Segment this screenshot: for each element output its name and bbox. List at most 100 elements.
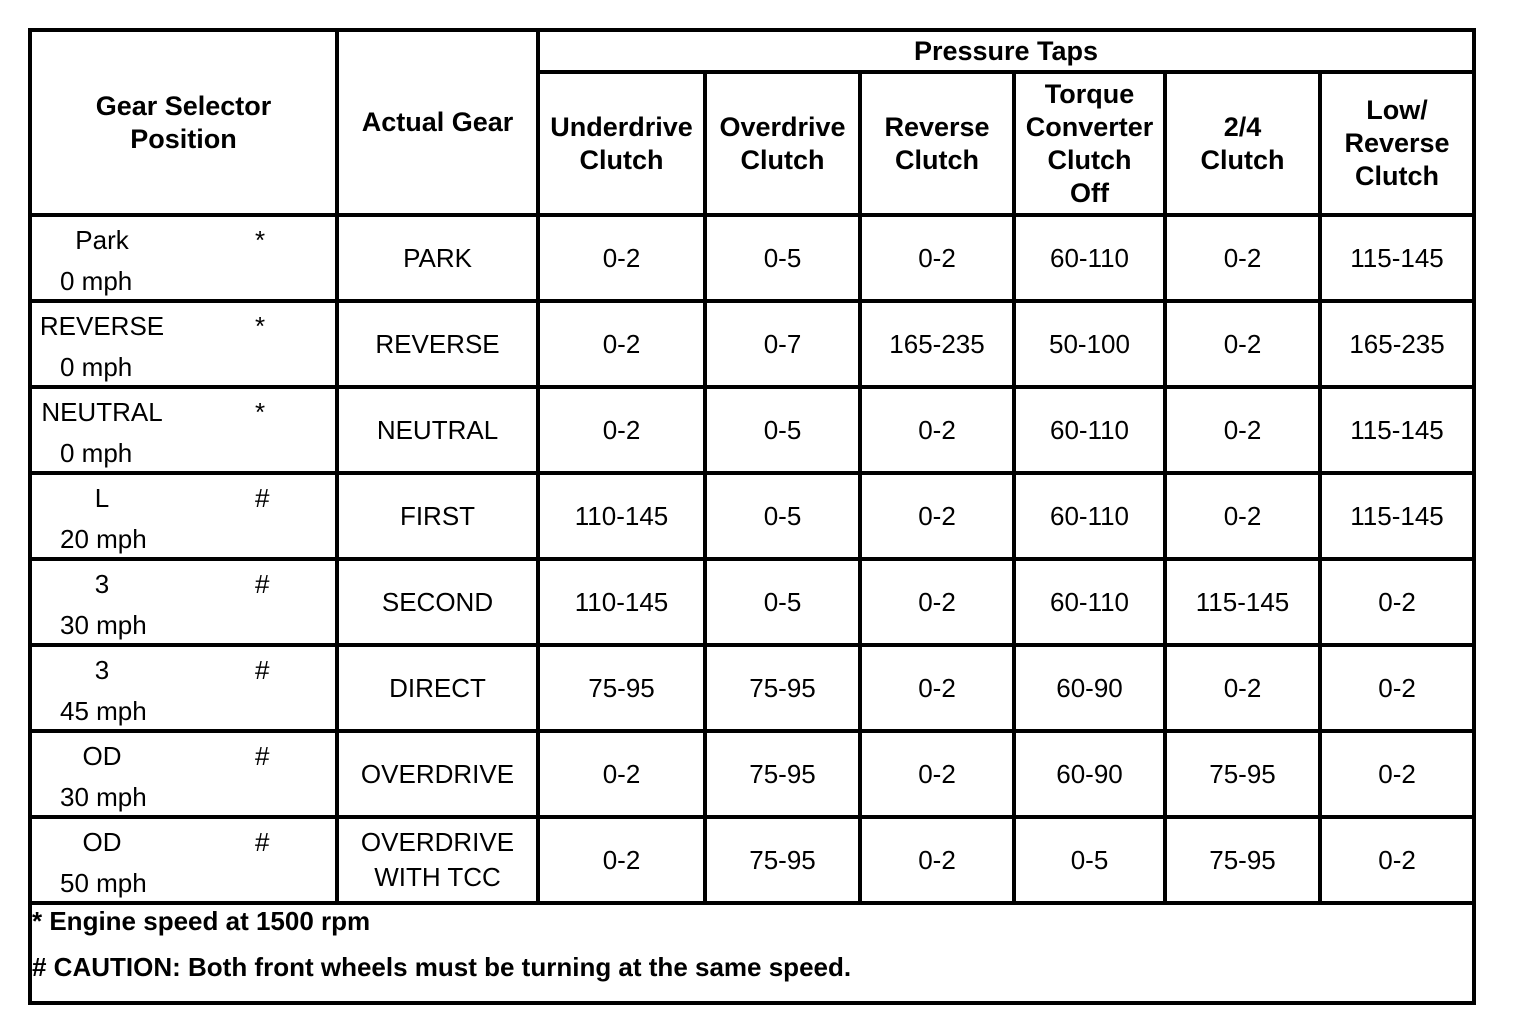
pressure-value-cell: 0-2 bbox=[1163, 471, 1322, 561]
pressure-value-cell: 115-145 bbox=[1317, 213, 1477, 303]
pressure-value-cell: 0-2 bbox=[536, 729, 707, 819]
pressure-value-cell: 75-95 bbox=[703, 729, 862, 819]
gear-selector-label: 3 bbox=[94, 569, 110, 599]
pressure-value-cell: 75-95 bbox=[1163, 729, 1322, 819]
pressure-value-cell: 75-95 bbox=[1163, 815, 1322, 905]
footnote-marker: * bbox=[255, 311, 266, 341]
footnote-marker: * bbox=[255, 225, 266, 255]
gear-selector-label: OD bbox=[82, 827, 122, 857]
actual-gear-cell: NEUTRAL bbox=[335, 385, 540, 475]
pressure-value-cell: 0-5 bbox=[703, 385, 862, 475]
header-low-reverse-clutch: Low/ Reverse Clutch bbox=[1317, 70, 1477, 217]
gear-selector-label: Park bbox=[75, 225, 129, 255]
test-speed-label: 30 mph bbox=[60, 782, 147, 812]
pressure-value-cell: 0-7 bbox=[703, 299, 862, 389]
pressure-value-cell: 60-90 bbox=[1012, 643, 1167, 733]
test-speed-label: 0 mph bbox=[60, 352, 133, 382]
gear-selector-cell: OD # 30 mph bbox=[28, 729, 339, 819]
footnote-marker: # bbox=[255, 569, 270, 599]
pressure-value-cell: 0-2 bbox=[858, 815, 1016, 905]
pressure-value-cell: 0-2 bbox=[536, 299, 707, 389]
header-reverse-clutch: Reverse Clutch bbox=[858, 70, 1016, 217]
pressure-value-cell: 0-2 bbox=[858, 729, 1016, 819]
pressure-value-cell: 75-95 bbox=[536, 643, 707, 733]
pressure-value-cell: 115-145 bbox=[1317, 385, 1477, 475]
header-2-4-clutch: 2/4 Clutch bbox=[1163, 70, 1322, 217]
table-header: Gear Selector Position Actual Gear Press… bbox=[28, 28, 1477, 217]
test-speed-label: 30 mph bbox=[60, 610, 147, 640]
actual-gear-cell: FIRST bbox=[335, 471, 540, 561]
pressure-value-cell: 115-145 bbox=[1163, 557, 1322, 647]
pressure-value-cell: 0-2 bbox=[858, 557, 1016, 647]
pressure-value-cell: 110-145 bbox=[536, 557, 707, 647]
gear-selector-cell: OD # 50 mph bbox=[28, 815, 339, 905]
gear-selector-cell: NEUTRAL * 0 mph bbox=[28, 385, 339, 475]
pressure-value-cell: 0-5 bbox=[703, 213, 862, 303]
note-caution: # CAUTION: Both front wheels must be tur… bbox=[32, 952, 852, 982]
table-row-park: Park * 0 mph PARK 0-2 0-5 0-2 60-110 0-2… bbox=[28, 213, 1477, 303]
table-row-overdrive-tcc: OD # 50 mph OVERDRIVE WITH TCC 0-2 75-95… bbox=[28, 815, 1477, 905]
pressure-value-cell: 165-235 bbox=[1317, 299, 1477, 389]
pressure-value-cell: 0-2 bbox=[536, 213, 707, 303]
header-pressure-taps: Pressure Taps bbox=[535, 28, 1477, 74]
pressure-value-cell: 0-2 bbox=[1317, 815, 1477, 905]
pressure-value-cell: 0-2 bbox=[1317, 729, 1477, 819]
test-speed-label: 45 mph bbox=[60, 696, 147, 726]
actual-gear-cell: PARK bbox=[335, 213, 540, 303]
table-row-overdrive: OD # 30 mph OVERDRIVE 0-2 75-95 0-2 60-9… bbox=[28, 729, 1477, 819]
gear-selector-cell: 3 # 30 mph bbox=[28, 557, 339, 647]
pressure-value-cell: 0-2 bbox=[536, 815, 707, 905]
pressure-value-cell: 0-2 bbox=[858, 213, 1016, 303]
gear-selector-label: L bbox=[94, 483, 110, 513]
test-speed-label: 0 mph bbox=[60, 266, 133, 296]
table-body: Park * 0 mph PARK 0-2 0-5 0-2 60-110 0-2… bbox=[28, 213, 1477, 905]
pressure-taps-table: Gear Selector Position Actual Gear Press… bbox=[27, 28, 1477, 1005]
pressure-value-cell: 115-145 bbox=[1317, 471, 1477, 561]
table-row-first: L # 20 mph FIRST 110-145 0-5 0-2 60-110 … bbox=[28, 471, 1477, 561]
footnote-marker: * bbox=[255, 397, 266, 427]
table-row-second: 3 # 30 mph SECOND 110-145 0-5 0-2 60-110… bbox=[28, 557, 1477, 647]
table-row-reverse: REVERSE * 0 mph REVERSE 0-2 0-7 165-235 … bbox=[28, 299, 1477, 389]
actual-gear-cell: SECOND bbox=[335, 557, 540, 647]
note-engine-speed: * Engine speed at 1500 rpm bbox=[32, 906, 371, 936]
test-speed-label: 0 mph bbox=[60, 438, 133, 468]
pressure-value-cell: 0-2 bbox=[536, 385, 707, 475]
pressure-value-cell: 0-2 bbox=[1163, 213, 1322, 303]
gear-selector-label: OD bbox=[82, 741, 122, 771]
pressure-value-cell: 0-5 bbox=[703, 471, 862, 561]
header-torque-converter-clutch-off: Torque Converter Clutch Off bbox=[1012, 70, 1167, 217]
header-overdrive-clutch: Overdrive Clutch bbox=[703, 70, 862, 217]
footnote-marker: # bbox=[255, 655, 270, 685]
pressure-value-cell: 0-2 bbox=[858, 471, 1016, 561]
gear-selector-cell: 3 # 45 mph bbox=[28, 643, 339, 733]
table-row-direct: 3 # 45 mph DIRECT 75-95 75-95 0-2 60-90 … bbox=[28, 643, 1477, 733]
actual-gear-cell: REVERSE bbox=[335, 299, 540, 389]
pressure-value-cell: 60-110 bbox=[1012, 557, 1167, 647]
pressure-value-cell: 165-235 bbox=[858, 299, 1016, 389]
gear-selector-label: NEUTRAL bbox=[41, 397, 163, 427]
pressure-value-cell: 0-2 bbox=[1163, 643, 1322, 733]
pressure-value-cell: 75-95 bbox=[703, 815, 862, 905]
pressure-value-cell: 0-2 bbox=[1317, 557, 1477, 647]
pressure-value-cell: 60-110 bbox=[1012, 213, 1167, 303]
pressure-value-cell: 0-2 bbox=[1163, 299, 1322, 389]
pressure-value-cell: 110-145 bbox=[536, 471, 707, 561]
pressure-value-cell: 0-2 bbox=[858, 385, 1016, 475]
pressure-value-cell: 0-5 bbox=[1012, 815, 1167, 905]
pressure-value-cell: 75-95 bbox=[703, 643, 862, 733]
actual-gear-cell: OVERDRIVE WITH TCC bbox=[335, 815, 540, 905]
gear-selector-cell: REVERSE * 0 mph bbox=[28, 299, 339, 389]
pressure-value-cell: 0-2 bbox=[1317, 643, 1477, 733]
gear-selector-cell: L # 20 mph bbox=[28, 471, 339, 561]
header-actual-gear: Actual Gear bbox=[335, 28, 540, 217]
pressure-value-cell: 50-100 bbox=[1012, 299, 1167, 389]
test-speed-label: 50 mph bbox=[60, 868, 147, 898]
test-speed-label: 20 mph bbox=[60, 524, 147, 554]
footnote-marker: # bbox=[255, 483, 270, 513]
table-footer: * Engine speed at 1500 rpm # CAUTION: Bo… bbox=[27, 901, 1477, 1005]
header-underdrive-clutch: Underdrive Clutch bbox=[536, 70, 707, 217]
header-gear-selector-position: Gear Selector Position bbox=[28, 28, 339, 217]
footnotes-cell: * Engine speed at 1500 rpm # CAUTION: Bo… bbox=[27, 901, 1477, 1005]
gear-selector-label: REVERSE bbox=[39, 311, 165, 341]
actual-gear-cell: DIRECT bbox=[335, 643, 540, 733]
